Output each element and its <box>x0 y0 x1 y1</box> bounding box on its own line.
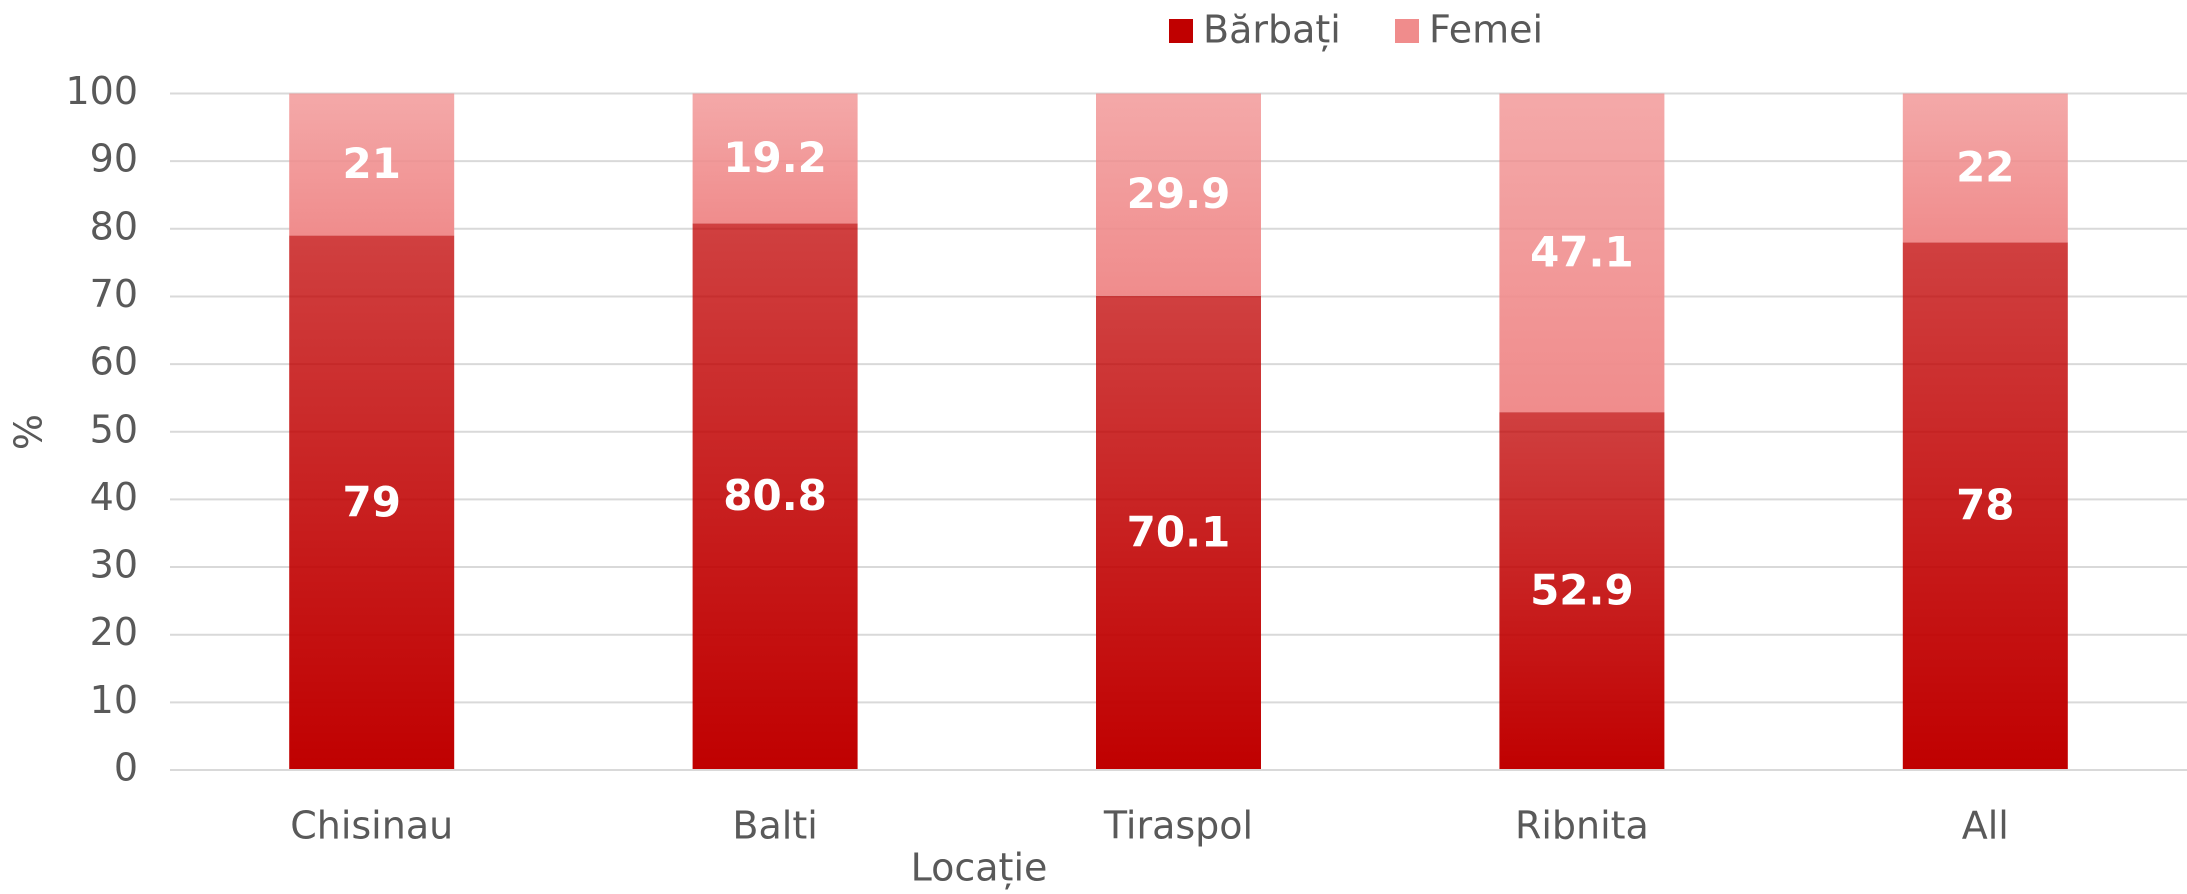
x-tick-label: All <box>1962 804 2009 848</box>
legend-swatch <box>1395 19 1419 43</box>
y-tick-label: 50 <box>90 407 138 451</box>
data-label: 52.9 <box>1530 566 1634 615</box>
legend-label: Bărbați <box>1203 8 1341 52</box>
y-tick-label: 90 <box>90 137 138 181</box>
x-axis-label: Locație <box>911 846 1048 890</box>
y-tick-label: 60 <box>90 340 138 384</box>
y-tick-label: 0 <box>114 746 138 790</box>
y-tick-label: 20 <box>90 610 138 654</box>
legend-label: Femei <box>1429 8 1543 52</box>
data-label: 79 <box>342 477 400 526</box>
y-axis-label: % <box>7 414 51 450</box>
bar-segment <box>289 93 455 236</box>
bar-segment <box>1096 93 1261 296</box>
data-label: 78 <box>1956 481 2014 530</box>
y-tick-label: 10 <box>90 678 138 722</box>
bar-segment <box>1902 242 2068 770</box>
x-tick-label: Tiraspol <box>1103 804 1253 848</box>
data-label: 29.9 <box>1127 169 1231 218</box>
bar-segment <box>1499 93 1665 413</box>
y-tick-label: 100 <box>65 69 138 113</box>
data-label: 21 <box>342 139 400 188</box>
bar-segment <box>1902 93 2068 243</box>
legend-swatch <box>1169 19 1193 43</box>
y-tick-label: 40 <box>90 475 138 519</box>
y-tick-label: 80 <box>90 204 138 248</box>
x-tick-label: Chisinau <box>290 804 453 848</box>
data-label: 47.1 <box>1530 227 1634 276</box>
data-label: 19.2 <box>723 133 827 182</box>
y-tick-label: 30 <box>90 543 138 587</box>
x-tick-label: Balti <box>732 804 817 848</box>
bar-segment <box>1096 295 1261 770</box>
y-tick-label: 70 <box>90 272 138 316</box>
x-tick-label: Ribnita <box>1515 804 1649 848</box>
bar-segment <box>692 93 858 224</box>
bar-segment <box>289 235 455 770</box>
bar-segment <box>692 223 858 770</box>
data-label: 80.8 <box>723 471 827 520</box>
data-label: 70.1 <box>1127 507 1231 556</box>
bar-segment <box>1499 412 1665 770</box>
data-label: 22 <box>1956 142 2014 191</box>
